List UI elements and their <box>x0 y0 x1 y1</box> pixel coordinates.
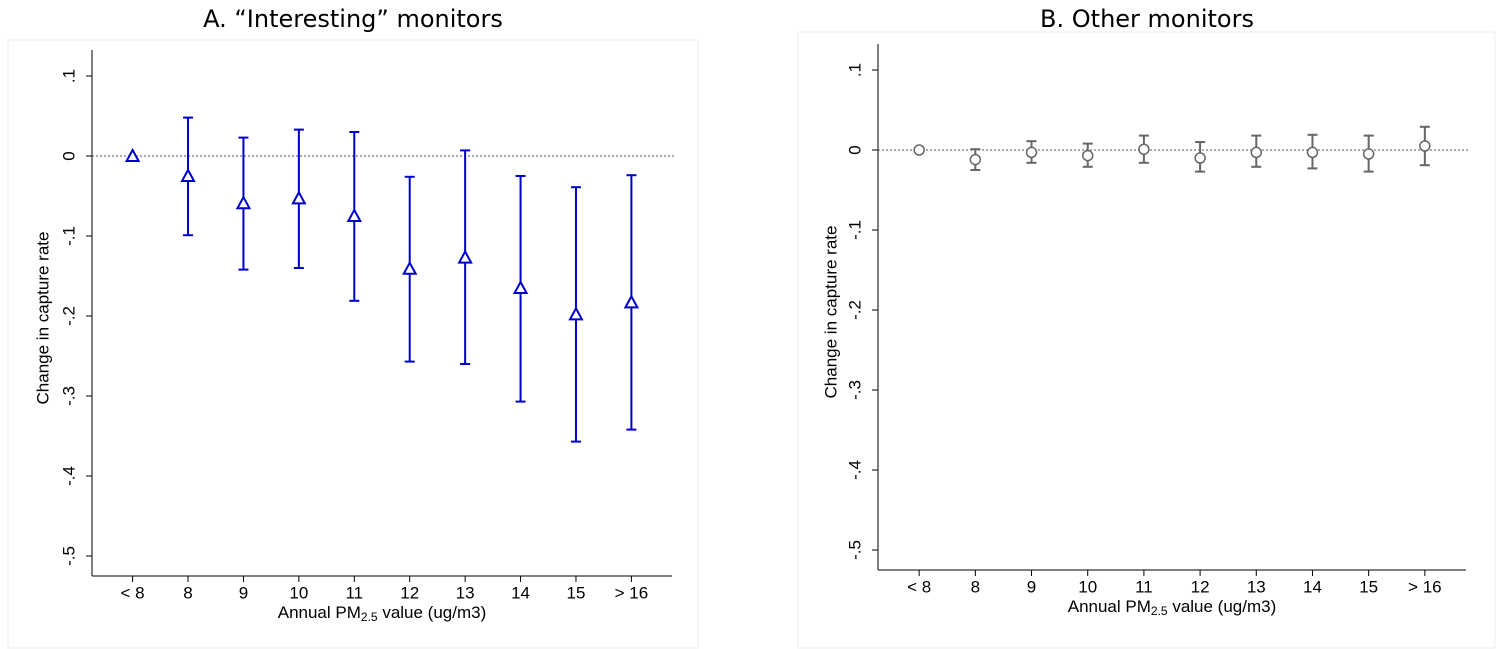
y-tick-label: 0 <box>845 145 864 154</box>
panel-frame <box>797 31 1496 649</box>
point <box>1138 143 1150 155</box>
x-axis-label-part: Annual PM <box>278 603 361 622</box>
point <box>913 144 925 156</box>
y-axis-label: Change in capture rate <box>33 232 52 405</box>
point <box>969 153 982 166</box>
x-tick-label: 9 <box>1027 577 1036 596</box>
y-tick-label: -.2 <box>59 306 78 326</box>
point <box>291 190 307 205</box>
x-tick-label: 13 <box>456 583 475 602</box>
x-tick-label: 15 <box>567 583 586 602</box>
x-axis-label: Annual PM2.5 value (ug/m3) <box>278 603 487 624</box>
x-tick-label: > 16 <box>1408 577 1442 596</box>
x-tick-label: 13 <box>1247 577 1266 596</box>
point <box>124 147 141 162</box>
y-tick-label: -.1 <box>59 226 78 246</box>
x-axis-label: Annual PM2.5 value (ug/m3) <box>1068 597 1277 618</box>
point <box>1306 146 1319 159</box>
x-tick-label: 11 <box>1135 577 1153 596</box>
y-tick-label: -.5 <box>845 540 864 560</box>
x-tick-label: 11 <box>345 583 363 602</box>
x-tick-label: < 8 <box>121 583 145 602</box>
x-tick-label: 10 <box>1078 577 1097 596</box>
x-tick-label: < 8 <box>907 577 931 596</box>
point <box>457 249 473 264</box>
x-tick-label: 15 <box>1359 577 1378 596</box>
point <box>402 260 418 275</box>
point <box>1025 146 1038 159</box>
x-tick-label: 14 <box>511 583 530 602</box>
point <box>512 279 529 294</box>
x-tick-label: 9 <box>239 583 248 602</box>
y-tick-label: 0 <box>59 151 78 160</box>
point <box>1419 140 1431 152</box>
y-axis-label: Change in capture rate <box>821 226 840 399</box>
x-axis-label-part: 2.5 <box>1151 604 1168 618</box>
y-tick-label: -.5 <box>59 546 78 566</box>
y-tick-label: -.3 <box>845 380 864 400</box>
panel-title: B. Other monitors <box>1040 5 1254 33</box>
point <box>1081 149 1094 162</box>
x-axis-label-part: value (ug/m3) <box>378 603 487 622</box>
panel-frame <box>7 39 699 649</box>
point <box>235 195 252 210</box>
x-tick-label: > 16 <box>615 583 649 602</box>
x-tick-label: 14 <box>1303 577 1322 596</box>
y-tick-label: -.4 <box>59 466 78 486</box>
y-tick-label: -.2 <box>845 300 864 320</box>
x-axis-label-part: Annual PM <box>1068 597 1151 616</box>
y-tick-label: -.4 <box>845 460 864 480</box>
y-tick-label: -.3 <box>59 386 78 406</box>
y-tick-label: -.1 <box>845 220 864 240</box>
x-axis-label-part: 2.5 <box>361 610 378 624</box>
point <box>1362 148 1375 160</box>
point <box>180 167 196 182</box>
point <box>568 306 584 321</box>
panel-title: A. “Interesting” monitors <box>203 5 503 33</box>
y-tick-label: .1 <box>59 69 78 83</box>
x-tick-label: 8 <box>183 583 192 602</box>
x-axis-label-part: value (ug/m3) <box>1168 597 1277 616</box>
y-tick-label: .1 <box>845 63 864 77</box>
point <box>346 207 362 222</box>
x-tick-label: 10 <box>289 583 308 602</box>
point <box>1250 146 1263 159</box>
x-tick-label: 12 <box>1191 577 1210 596</box>
point <box>1194 152 1206 164</box>
x-tick-label: 8 <box>971 577 980 596</box>
point <box>623 294 640 309</box>
x-tick-label: 12 <box>400 583 419 602</box>
